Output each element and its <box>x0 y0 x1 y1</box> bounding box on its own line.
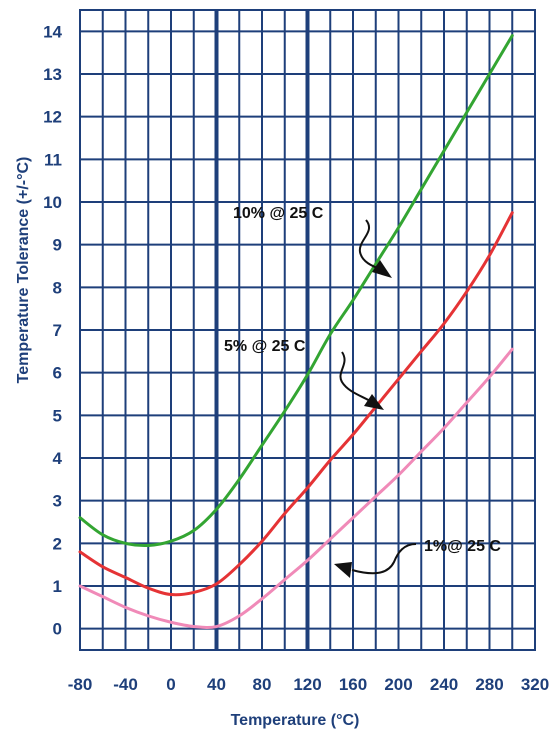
y-tick-label: 11 <box>44 150 62 169</box>
annotation-1pct-arrowhead <box>334 562 352 578</box>
annotation-10pct-label: 10% @ 25 C <box>233 205 324 222</box>
annotation-1pct: 1%@ 25 C <box>334 538 501 578</box>
y-tick-label: 1 <box>53 577 62 596</box>
y-tick-label: 0 <box>53 620 62 639</box>
series-line-1 <box>78 34 514 548</box>
x-tick-label: 240 <box>430 675 458 694</box>
annotation-10pct: 10% @ 25 C <box>233 205 392 278</box>
annotation-5pct-arrow <box>339 351 373 403</box>
annotation-5pct-arrowhead <box>364 394 384 410</box>
series-line-2 <box>78 211 514 597</box>
y-tick-label: 5 <box>53 406 62 425</box>
series-layer <box>78 34 514 630</box>
annotation-5pct-label: 5% @ 25 C <box>224 338 306 355</box>
x-tick-label: 120 <box>293 675 321 694</box>
y-tick-label: 10 <box>43 193 62 212</box>
x-tick-label: 280 <box>475 675 503 694</box>
y-tick-label: 4 <box>53 449 63 468</box>
grid <box>79 9 536 651</box>
x-tick-label: 320 <box>521 675 549 694</box>
annotation-10pct-arrow <box>358 219 383 271</box>
plot-border <box>79 9 536 651</box>
annotation-1pct-arrow <box>351 543 417 575</box>
y-tick-label: 7 <box>53 321 62 340</box>
x-tick-label: 40 <box>207 675 226 694</box>
tick-labels: -80 -40 0 40 80 120 160 200 240 280 32001234567891… <box>43 22 549 694</box>
y-tick-label: 12 <box>43 108 62 127</box>
x-tick-label: 160 <box>339 675 367 694</box>
y-tick-label: 3 <box>53 492 62 511</box>
y-tick-label: 13 <box>43 65 62 84</box>
x-tick-label: 0 <box>166 675 175 694</box>
y-axis-title: Temperature Tolerance (+/-°C) <box>15 157 32 384</box>
x-tick-label: -40 <box>113 675 138 694</box>
annotation-10pct-arrowhead <box>372 260 392 278</box>
series-line-3 <box>78 347 514 630</box>
x-tick-label: 200 <box>384 675 412 694</box>
y-tick-label: 14 <box>43 22 62 41</box>
y-tick-label: 8 <box>53 278 62 297</box>
x-tick-label: -80 <box>68 675 93 694</box>
annotation-5pct: 5% @ 25 C <box>224 338 384 410</box>
annotation-1pct-label: 1%@ 25 C <box>424 538 501 555</box>
y-tick-label: 6 <box>53 364 62 383</box>
x-axis-title: Temperature (°C) <box>231 712 360 729</box>
y-tick-label: 9 <box>53 236 62 255</box>
y-tick-label: 2 <box>53 534 62 553</box>
x-tick-label: 80 <box>253 675 272 694</box>
